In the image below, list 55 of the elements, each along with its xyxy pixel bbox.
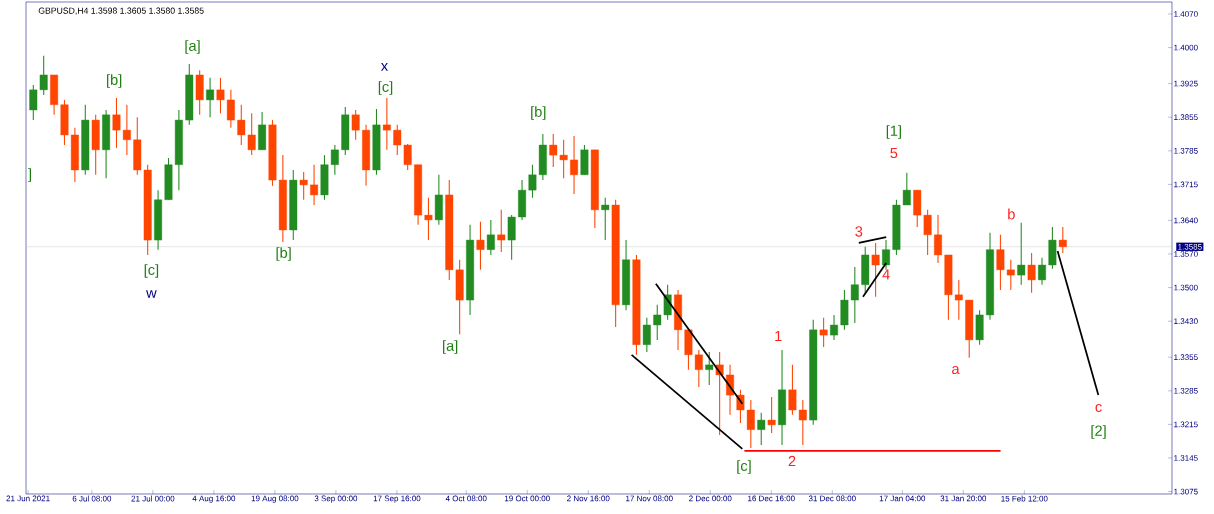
text: GBPUSD,H4 1.3598 1.3605 1.3580 1.3585 xyxy=(38,7,204,15)
annotation: [b] xyxy=(107,74,122,88)
annotation: c xyxy=(1095,403,1102,412)
y-tick-label: 1.3640 xyxy=(1174,217,1198,224)
y-tick-label: 1.3215 xyxy=(1174,421,1198,428)
x-tick-label: 16 Dec 16:00 xyxy=(748,495,795,502)
annotation: x xyxy=(380,63,388,71)
x-tick-label: 31 Jan 20:00 xyxy=(940,495,987,502)
x-tick-label: 17 Nov 08:00 xyxy=(626,495,673,502)
y-tick-label: 1.3785 xyxy=(1174,147,1198,154)
y-tick-label: 1.3500 xyxy=(1174,284,1198,291)
y-tick-label: 1.3145 xyxy=(1174,455,1198,461)
annotation: 4 xyxy=(882,269,890,280)
x-tick-label: 17 Sep 16:00 xyxy=(373,495,421,503)
x-tick-label: 21 Jul 00:00 xyxy=(131,495,175,502)
y-tick-label: 1.3855 xyxy=(1174,114,1198,121)
x-tick-label: 3 Sep 00:00 xyxy=(314,495,358,503)
annotation: a xyxy=(952,365,960,375)
y-tick-label: 1.3430 xyxy=(1174,318,1198,325)
x-tick-label: 19 Aug 08:00 xyxy=(251,495,299,503)
x-tick-label: 6 Jul 08:00 xyxy=(72,495,112,502)
x-tick-label: 21 Jun 2021 xyxy=(6,495,50,502)
annotation: [2] xyxy=(1091,425,1106,439)
y-tick-label: 1.3285 xyxy=(1174,387,1198,394)
annotation: 2 xyxy=(788,455,796,467)
annotation: [b] xyxy=(276,247,291,261)
y-tick-label: 1.3355 xyxy=(1174,354,1198,361)
annotation: ] xyxy=(28,168,32,182)
annotation: [a] xyxy=(443,340,458,354)
annotation: [c] xyxy=(737,460,751,474)
annotation: b xyxy=(1008,208,1015,220)
x-tick-label: 17 Jan 04:00 xyxy=(879,495,926,502)
x-tick-label: 2 Nov 16:00 xyxy=(567,495,610,502)
x-tick-label: 31 Dec 08:00 xyxy=(808,495,856,502)
annotation: [a] xyxy=(185,40,200,54)
x-tick-label: 2 Dec 00:00 xyxy=(689,495,732,502)
annotation: 1 xyxy=(775,330,782,342)
y-tick-label: 1.4070 xyxy=(1174,11,1198,17)
ref-line-label: 1.3585 xyxy=(1178,243,1202,250)
y-tick-label: 1.4000 xyxy=(1174,44,1198,51)
y-tick-label: 1.3925 xyxy=(1174,80,1198,87)
annotation: [b] xyxy=(531,106,546,120)
y-tick-label: 1.3075 xyxy=(1174,488,1198,495)
x-tick-label: 19 Oct 00:00 xyxy=(504,495,550,502)
annotation: [1] xyxy=(886,125,901,139)
x-tick-label: 4 Aug 16:00 xyxy=(192,495,236,503)
annotation: w xyxy=(146,290,157,298)
y-tick-label: 1.3715 xyxy=(1174,181,1198,188)
x-tick-label: 4 Oct 08:00 xyxy=(445,495,487,502)
annotation: 3 xyxy=(855,226,863,237)
annotation: [c] xyxy=(378,81,393,95)
y-tick-label: 1.3570 xyxy=(1174,251,1198,257)
annotation: [c] xyxy=(144,264,159,278)
annotation: 5 xyxy=(890,147,898,159)
x-tick-label: 15 Feb 12:00 xyxy=(1001,495,1048,502)
